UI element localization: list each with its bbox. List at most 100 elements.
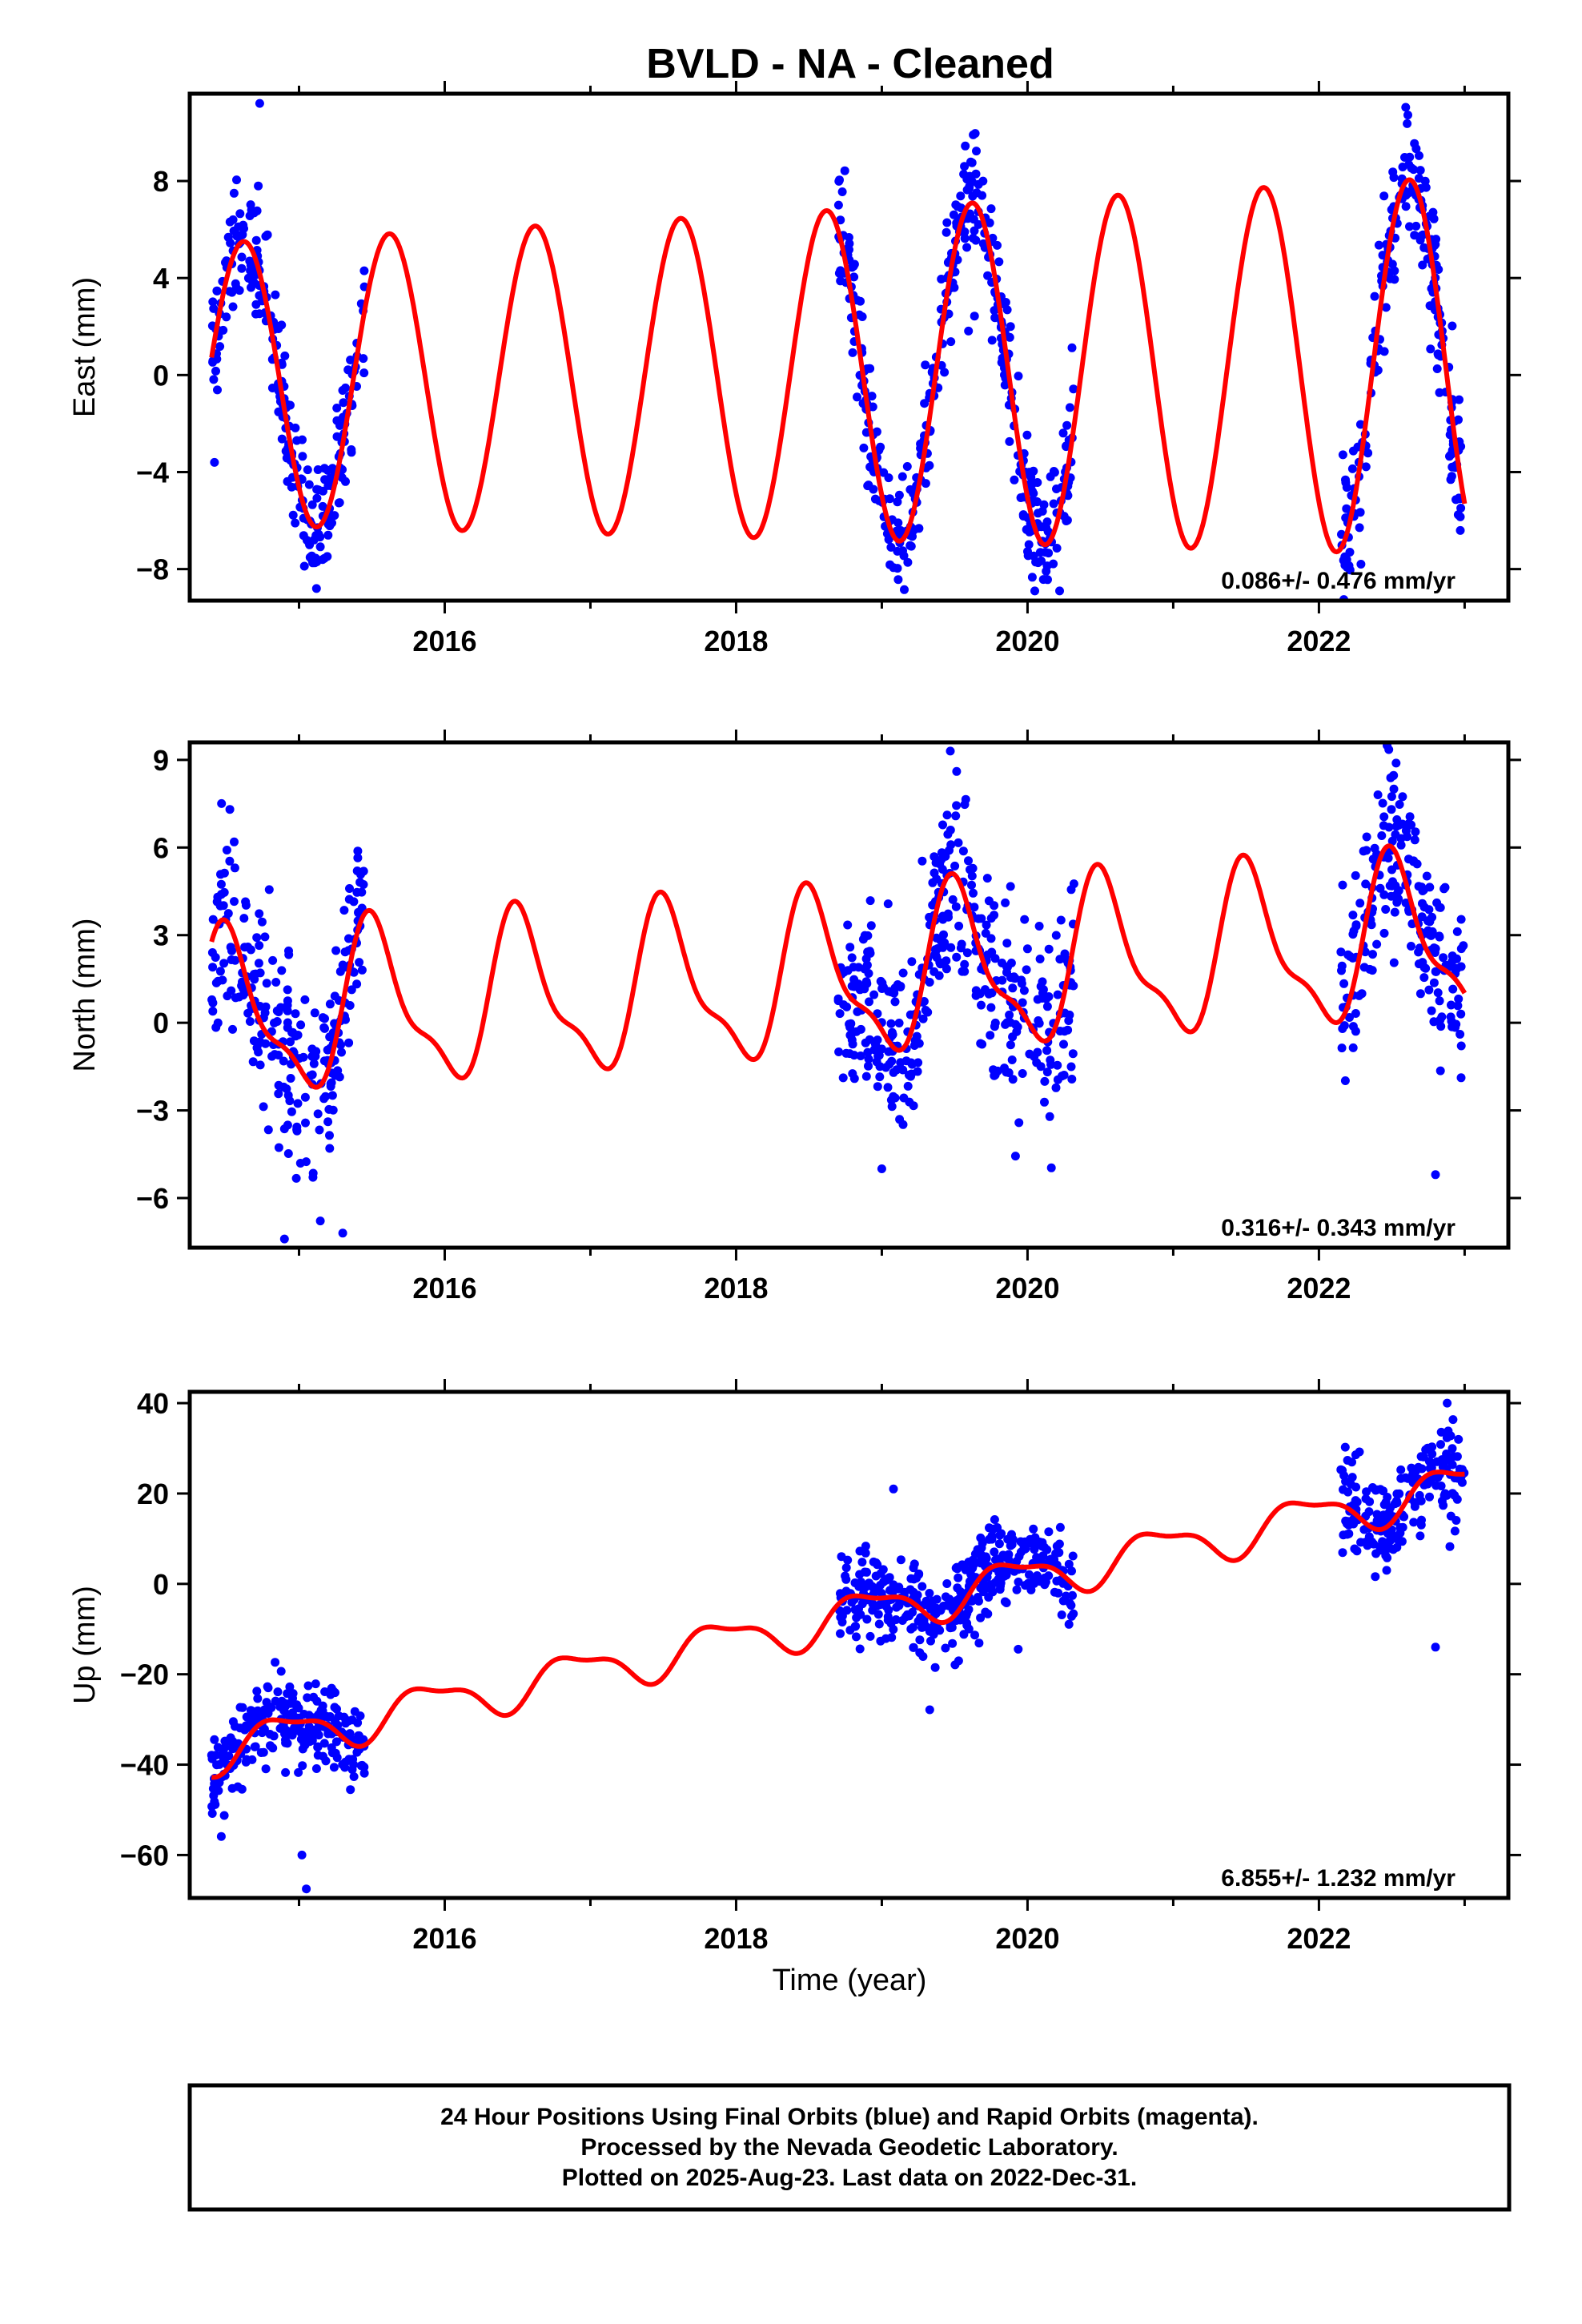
data-point [836, 276, 845, 286]
data-point [953, 1583, 962, 1593]
data-point [1455, 395, 1464, 404]
velocity-annotation: 0.316+/- 0.343 mm/yr [1221, 1215, 1456, 1241]
data-point [998, 959, 1006, 967]
data-point [846, 1019, 856, 1028]
data-point [1038, 994, 1047, 1003]
data-point [1348, 1515, 1358, 1525]
data-point [354, 908, 363, 918]
data-point [943, 830, 953, 839]
data-point [357, 1760, 367, 1770]
data-point [946, 943, 956, 952]
data-point [357, 887, 367, 897]
data-point [938, 820, 947, 830]
data-point [961, 141, 970, 151]
data-point [319, 1056, 329, 1066]
data-point [304, 1726, 314, 1735]
data-point [1337, 1043, 1347, 1053]
data-point [243, 273, 253, 283]
data-point [1026, 1538, 1035, 1548]
data-point [942, 218, 952, 227]
data-point [1348, 953, 1358, 963]
up-panel: 2016 2018 2020 2022 −60 −40 −20 0 20 40 Up (mm) 6.8… [68, 1379, 1521, 1955]
data-point [303, 1681, 313, 1691]
data-point [252, 933, 262, 943]
data-point [1067, 343, 1077, 352]
data-point [263, 230, 272, 239]
data-point [220, 1736, 230, 1746]
data-point [1401, 899, 1411, 907]
data-point [1437, 1012, 1447, 1022]
data-point [903, 557, 913, 567]
data-point [208, 915, 218, 924]
data-point [874, 1619, 884, 1629]
data-point [913, 1590, 922, 1600]
data-point [984, 1593, 994, 1602]
data-point [344, 934, 353, 943]
data-point [1415, 989, 1425, 999]
data-point [215, 342, 225, 352]
data-point [1345, 1013, 1354, 1022]
data-point [279, 1124, 289, 1134]
data-point [878, 1565, 888, 1574]
data-point [359, 1768, 369, 1778]
data-point [255, 941, 264, 951]
data-point [320, 1687, 330, 1696]
data-point [1051, 1549, 1061, 1558]
data-point [1415, 151, 1423, 160]
data-point [1006, 322, 1015, 332]
data-point [1044, 1571, 1054, 1581]
data-point [898, 968, 908, 978]
data-point [213, 1018, 223, 1027]
data-point [1000, 1597, 1010, 1606]
data-point [1453, 1001, 1463, 1011]
x-tick-label: 2020 [995, 1272, 1059, 1305]
data-point [978, 1039, 987, 1049]
data-point [877, 1164, 886, 1173]
data-point [1030, 1545, 1039, 1554]
data-point [208, 297, 218, 307]
data-point [276, 1667, 286, 1676]
data-point [1419, 973, 1429, 983]
data-point [1432, 1457, 1442, 1466]
data-point [215, 901, 225, 911]
data-point [271, 1658, 280, 1667]
data-point [1403, 111, 1412, 120]
data-point [944, 912, 953, 922]
data-point [861, 1038, 870, 1047]
data-point [935, 958, 945, 967]
data-point [982, 874, 992, 883]
data-point [886, 542, 896, 552]
data-point [847, 953, 857, 963]
data-point [251, 1714, 260, 1723]
data-point [955, 1615, 965, 1625]
data-point [337, 1047, 346, 1057]
data-point [273, 1687, 283, 1697]
data-point [307, 551, 316, 561]
data-point [985, 218, 994, 227]
data-point [207, 948, 217, 957]
data-point [1429, 214, 1439, 223]
data-point [876, 1636, 885, 1646]
data-point [230, 863, 239, 873]
data-point [930, 945, 940, 955]
data-point [857, 1599, 867, 1609]
data-point [962, 1618, 972, 1628]
data-point [230, 837, 239, 846]
data-point [1365, 1497, 1375, 1506]
data-point [1434, 350, 1443, 360]
data-point [1423, 926, 1433, 935]
data-point [1439, 953, 1448, 963]
data-point [1053, 990, 1062, 999]
data-point [884, 535, 893, 545]
data-point [352, 866, 362, 875]
data-point [1068, 1049, 1078, 1059]
data-point [979, 1578, 988, 1588]
data-point [845, 1049, 854, 1059]
data-point [228, 302, 238, 312]
data-point [1062, 1591, 1070, 1601]
data-point [1389, 958, 1399, 967]
data-point [259, 1102, 268, 1112]
data-point [1066, 1062, 1076, 1072]
data-point [230, 897, 239, 907]
data-point [1035, 955, 1045, 963]
